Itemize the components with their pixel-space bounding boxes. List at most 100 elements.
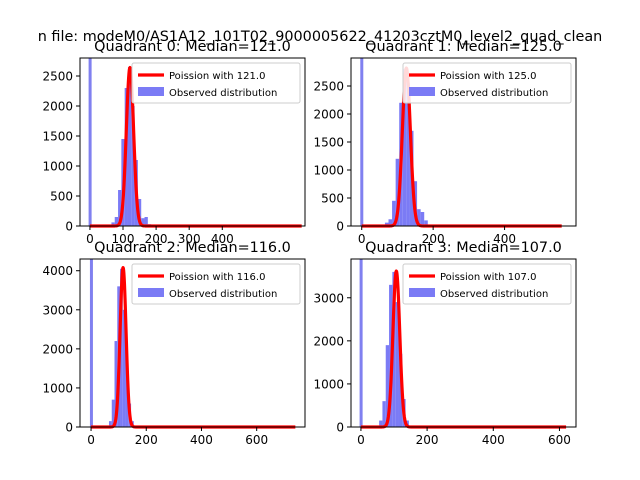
legend: Poission with 121.0 Observed distribution xyxy=(131,62,301,104)
x-tick-label: 0 xyxy=(87,433,95,447)
subplot-title: Quadrant 1: Median=125.0 xyxy=(365,39,562,55)
y-tick-label: 1500 xyxy=(313,136,344,150)
legend-label-observed: Observed distribution xyxy=(440,289,548,300)
observed-bar xyxy=(385,345,390,427)
figure-suptitle: n file: modeM0/AS1A12_101T02_9000005622_… xyxy=(38,29,603,45)
y-tick-label: 1000 xyxy=(42,160,73,174)
x-tick-label: 400 xyxy=(493,232,516,246)
axes-frame xyxy=(79,57,306,227)
observed-bar xyxy=(114,341,118,427)
zero-bin-bar xyxy=(359,259,363,427)
legend-bar-swatch xyxy=(409,87,435,96)
observed-bar xyxy=(395,302,399,427)
y-tick-label: 3000 xyxy=(42,303,73,317)
y-tick-label: 1000 xyxy=(42,381,73,395)
observed-bar xyxy=(406,83,410,226)
y-tick-label: 1000 xyxy=(313,377,344,391)
y-tick-label: 2500 xyxy=(313,80,344,94)
x-tick-label: 600 xyxy=(548,433,571,447)
x-tick-label: 200 xyxy=(145,232,168,246)
y-tick-label: 0 xyxy=(336,220,344,234)
observed-bar xyxy=(120,268,123,427)
observed-bar xyxy=(122,309,126,427)
observed-bar xyxy=(131,106,135,226)
observed-bar xyxy=(111,399,115,427)
x-tick-label: 400 xyxy=(211,232,234,246)
y-tick-label: 2000 xyxy=(313,334,344,348)
x-tick-label: 400 xyxy=(190,433,213,447)
observed-bar xyxy=(384,222,389,226)
y-tick-label: 500 xyxy=(50,190,73,204)
x-tick-label: 400 xyxy=(482,433,505,447)
legend-label-poisson: Poission with 125.0 xyxy=(440,71,536,82)
y-tick-label: 3000 xyxy=(313,291,344,305)
y-tick-label: 2000 xyxy=(313,108,344,122)
subplot-quadrant-1: Quadrant 1: Median=125.0 0 200 400 0 500 1000 1… xyxy=(313,39,577,246)
subplot-quadrant-2: Quadrant 2: Median=116.0 0 200 400 600 0 1000 2… xyxy=(42,240,306,447)
x-tick-label: 200 xyxy=(422,232,445,246)
legend-bar-swatch xyxy=(138,87,164,96)
observed-bar xyxy=(118,190,122,226)
y-tick-label: 0 xyxy=(336,421,344,435)
zero-bin-bar xyxy=(360,58,364,226)
y-tick-label: 4000 xyxy=(42,264,73,278)
observed-bar xyxy=(395,158,400,226)
x-tick-label: 200 xyxy=(416,433,439,447)
legend-label-poisson: Poission with 121.0 xyxy=(169,71,265,82)
axes-frame xyxy=(79,258,306,428)
x-tick-label: 0 xyxy=(358,232,366,246)
subplot-title: Quadrant 0: Median=121.0 xyxy=(94,39,291,55)
observed-bar xyxy=(108,421,112,427)
observed-bar xyxy=(417,209,421,226)
legend-box xyxy=(402,62,572,104)
legend-label-poisson: Poission with 116.0 xyxy=(169,272,265,283)
observed-bar xyxy=(379,420,383,427)
observed-bar xyxy=(141,218,145,226)
y-tick-label: 2000 xyxy=(42,342,73,356)
subplot-title: Quadrant 2: Median=116.0 xyxy=(94,240,291,256)
legend: Poission with 116.0 Observed distribution xyxy=(131,263,301,305)
y-tick-label: 500 xyxy=(321,192,344,206)
observed-bar xyxy=(144,217,148,226)
subplot-quadrant-0: Quadrant 0: Median=121.0 0 100 200 300 400 0 50… xyxy=(42,39,306,246)
y-tick-label: 1500 xyxy=(42,130,73,144)
zero-bin-bar xyxy=(89,259,93,427)
subplot-title: Quadrant 3: Median=107.0 xyxy=(365,240,562,256)
observed-bar xyxy=(114,217,119,226)
observed-bar xyxy=(127,67,132,226)
legend-box xyxy=(131,263,301,305)
y-tick-label: 0 xyxy=(65,220,73,234)
x-tick-label: 100 xyxy=(112,232,135,246)
zero-bin-bar xyxy=(88,58,92,226)
observed-bar xyxy=(402,69,407,226)
observed-bar xyxy=(388,219,393,226)
axes-frame xyxy=(350,258,577,428)
y-tick-label: 1000 xyxy=(313,164,344,178)
x-tick-label: 0 xyxy=(357,433,365,447)
observed-bar xyxy=(382,401,386,427)
legend-bar-swatch xyxy=(138,288,164,297)
legend-label-observed: Observed distribution xyxy=(440,88,548,99)
observed-bar xyxy=(424,220,428,226)
legend-label-observed: Observed distribution xyxy=(169,88,277,99)
legend: Poission with 125.0 Observed distribution xyxy=(402,62,572,104)
x-tick-label: 300 xyxy=(178,232,201,246)
y-tick-label: 2500 xyxy=(42,70,73,84)
observed-bar xyxy=(392,200,396,226)
legend-bar-swatch xyxy=(409,288,435,297)
x-tick-label: 600 xyxy=(245,433,268,447)
observed-bar xyxy=(392,271,396,427)
y-tick-label: 2000 xyxy=(42,100,73,114)
y-tick-label: 0 xyxy=(65,421,73,435)
legend-label-poisson: Poission with 107.0 xyxy=(440,272,536,283)
observed-bar xyxy=(111,222,115,226)
x-tick-label: 0 xyxy=(86,232,94,246)
x-tick-label: 200 xyxy=(135,433,158,447)
subplot-quadrant-3: Quadrant 3: Median=107.0 0 200 400 600 0 1000 2… xyxy=(313,240,577,447)
legend: Poission with 107.0 Observed distribution xyxy=(402,263,572,305)
observed-bar xyxy=(420,212,425,226)
legend-label-observed: Observed distribution xyxy=(169,289,277,300)
legend-box xyxy=(131,62,301,104)
legend-box xyxy=(402,263,572,305)
